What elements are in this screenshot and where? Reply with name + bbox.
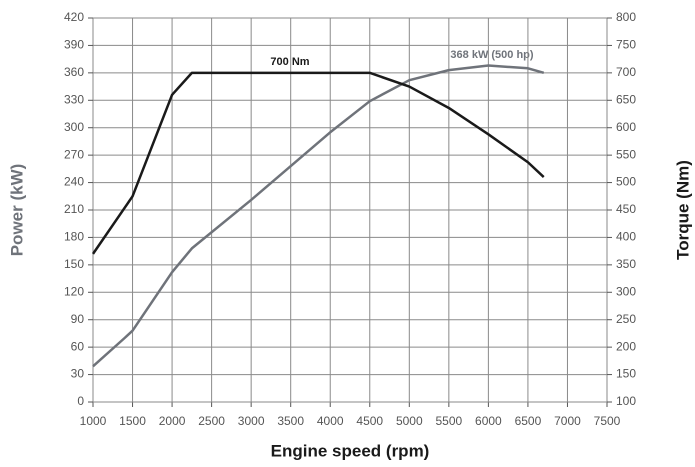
y2-tick-label: 100 [616, 394, 636, 408]
x-tick-label: 3500 [277, 414, 304, 428]
x-tick-label: 6500 [515, 414, 542, 428]
y-tick-label: 150 [64, 257, 84, 271]
y2-tick-label: 150 [616, 367, 636, 381]
x-tick-label: 5000 [396, 414, 423, 428]
x-tick-label: 7500 [594, 414, 621, 428]
y-tick-label: 270 [64, 147, 84, 161]
y2-tick-label: 800 [616, 10, 636, 24]
y-tick-label: 0 [77, 394, 84, 408]
y-tick-label: 120 [64, 284, 84, 298]
x-tick-label: 2000 [159, 414, 186, 428]
y2-tick-label: 600 [616, 120, 636, 134]
y-tick-label: 90 [71, 312, 85, 326]
y-tick-label: 60 [71, 339, 85, 353]
y2-tick-label: 250 [616, 312, 636, 326]
y-tick-label: 180 [64, 230, 84, 244]
y2-tick-label: 450 [616, 202, 636, 216]
y-tick-label: 420 [64, 10, 84, 24]
y-tick-label: 210 [64, 202, 84, 216]
y2-tick-label: 400 [616, 230, 636, 244]
y2-tick-label: 500 [616, 175, 636, 189]
x-tick-label: 4000 [317, 414, 344, 428]
series-line [92, 64, 545, 368]
y2-tick-label: 350 [616, 257, 636, 271]
y-tick-label: 30 [71, 367, 85, 381]
y-axis-title: Power (kW) [7, 164, 26, 257]
x-tick-label: 5500 [435, 414, 462, 428]
y2-tick-label: 700 [616, 65, 636, 79]
y2-tick-label: 750 [616, 38, 636, 52]
x-axis-title: Engine speed (rpm) [271, 441, 430, 460]
y2-tick-label: 550 [616, 147, 636, 161]
x-tick-label: 1000 [80, 414, 107, 428]
y2-tick-label: 650 [616, 92, 636, 106]
y-tick-label: 330 [64, 92, 84, 106]
y-tick-label: 360 [64, 65, 84, 79]
y-tick-label: 300 [64, 120, 84, 134]
x-tick-label: 1500 [119, 414, 146, 428]
y-tick-label: 240 [64, 175, 84, 189]
annotation: 368 kW (500 hp) [450, 49, 533, 61]
x-tick-label: 7000 [554, 414, 581, 428]
y2-tick-label: 300 [616, 284, 636, 298]
x-tick-label: 3000 [238, 414, 265, 428]
x-tick-label: 2500 [198, 414, 225, 428]
series-line [91, 71, 545, 255]
y2-tick-label: 200 [616, 339, 636, 353]
x-tick-label: 4500 [356, 414, 383, 428]
annotation: 700 Nm [270, 56, 309, 68]
y2-axis-title: Torque (Nm) [673, 160, 692, 260]
x-tick-label: 6000 [475, 414, 502, 428]
y-tick-label: 390 [64, 38, 84, 52]
